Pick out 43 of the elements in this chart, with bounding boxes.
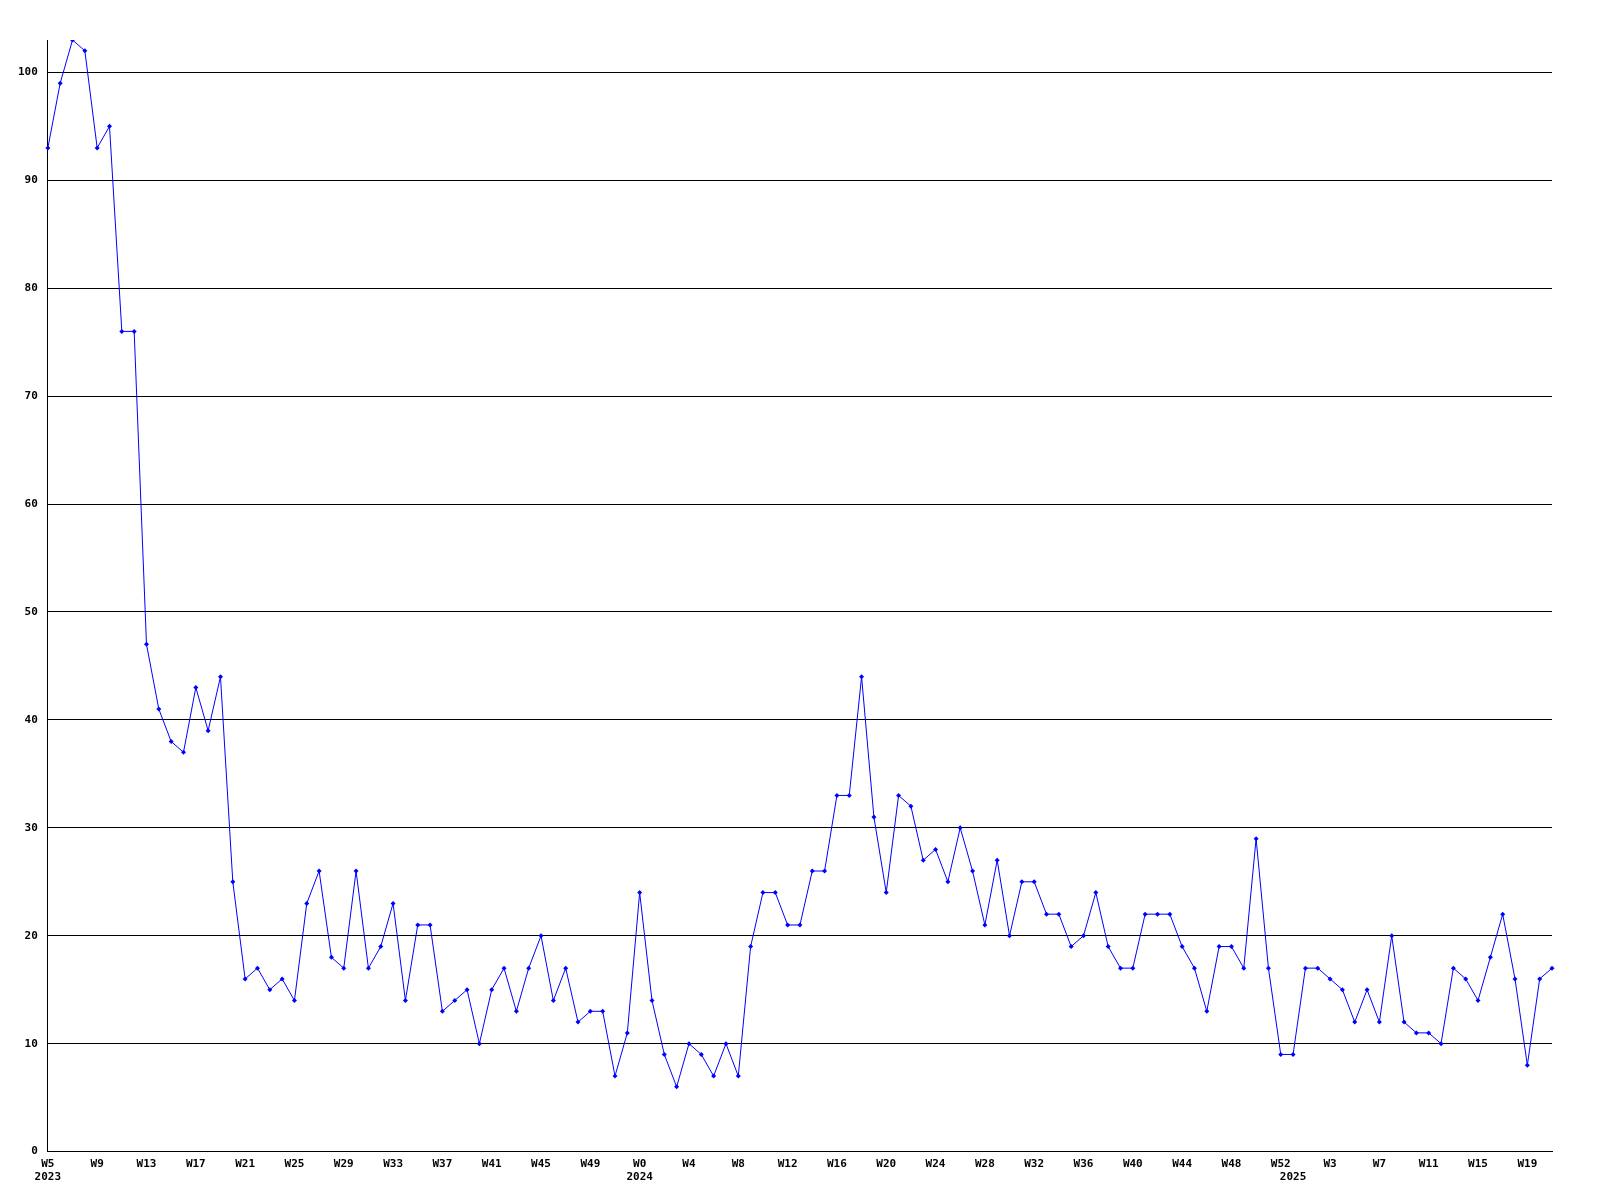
x-tick-label: W15 bbox=[1468, 1157, 1488, 1171]
x-tick-label: W44 bbox=[1172, 1157, 1193, 1171]
y-tick-label: 80 bbox=[24, 281, 38, 295]
x-tick-label: W28 bbox=[974, 1157, 995, 1171]
x-tick-label: W45 bbox=[531, 1157, 551, 1171]
x-tick-label: W48 bbox=[1221, 1157, 1242, 1171]
x-tick-label: W7 bbox=[1372, 1157, 1387, 1171]
x-tick-label: 2025 bbox=[1279, 1170, 1307, 1184]
x-tick-label: W40 bbox=[1122, 1157, 1143, 1171]
x-tick-label: W41 bbox=[481, 1157, 503, 1171]
x-tick-label: W4 bbox=[682, 1157, 696, 1171]
x-tick-label: W8 bbox=[731, 1157, 745, 1171]
x-tick-label: W24 bbox=[925, 1157, 946, 1171]
x-tick-label: W16 bbox=[826, 1157, 848, 1171]
x-tick-label: W20 bbox=[876, 1157, 897, 1171]
x-tick-label: W0 2024 bbox=[626, 1157, 654, 1184]
x-tick-label: W9 bbox=[90, 1157, 104, 1171]
x-tick-label: W52 bbox=[1270, 1157, 1291, 1171]
x-tick-label: W12 bbox=[777, 1157, 798, 1171]
y-tick-label: 70 bbox=[24, 389, 38, 402]
y-tick-label: 60 bbox=[24, 496, 38, 510]
y-tick-label: 90 bbox=[24, 173, 38, 187]
x-tick-label: W29 bbox=[333, 1157, 354, 1171]
y-tick-label: 10 bbox=[24, 1036, 38, 1050]
y-tick-label: 20 bbox=[24, 928, 38, 942]
x-tick-label: W36 bbox=[1073, 1157, 1094, 1171]
x-tick-label: W37 bbox=[432, 1157, 453, 1171]
x-tick-label: W13 bbox=[136, 1157, 157, 1171]
x-tick-label: W21 bbox=[235, 1157, 256, 1171]
x-tick-label: W11 bbox=[1418, 1157, 1440, 1171]
y-tick-label: 40 bbox=[24, 712, 38, 726]
x-tick-label: W17 bbox=[185, 1157, 206, 1171]
x-tick-label: W5 2023 bbox=[34, 1157, 62, 1184]
y-tick-label: 0 bbox=[31, 1144, 38, 1158]
x-tick-label: W3 bbox=[1323, 1157, 1337, 1171]
x-tick-label: W33 bbox=[383, 1157, 404, 1171]
y-tick-label: 100 bbox=[17, 65, 38, 79]
y-tick-label: 50 bbox=[24, 604, 38, 618]
x-tick-label: W49 bbox=[580, 1157, 601, 1171]
x-tick-label: W32 bbox=[1024, 1157, 1045, 1171]
y-tick-label: 30 bbox=[24, 820, 38, 834]
x-tick-label: W25 bbox=[284, 1157, 305, 1171]
x-tick-label: W19 bbox=[1517, 1157, 1538, 1171]
